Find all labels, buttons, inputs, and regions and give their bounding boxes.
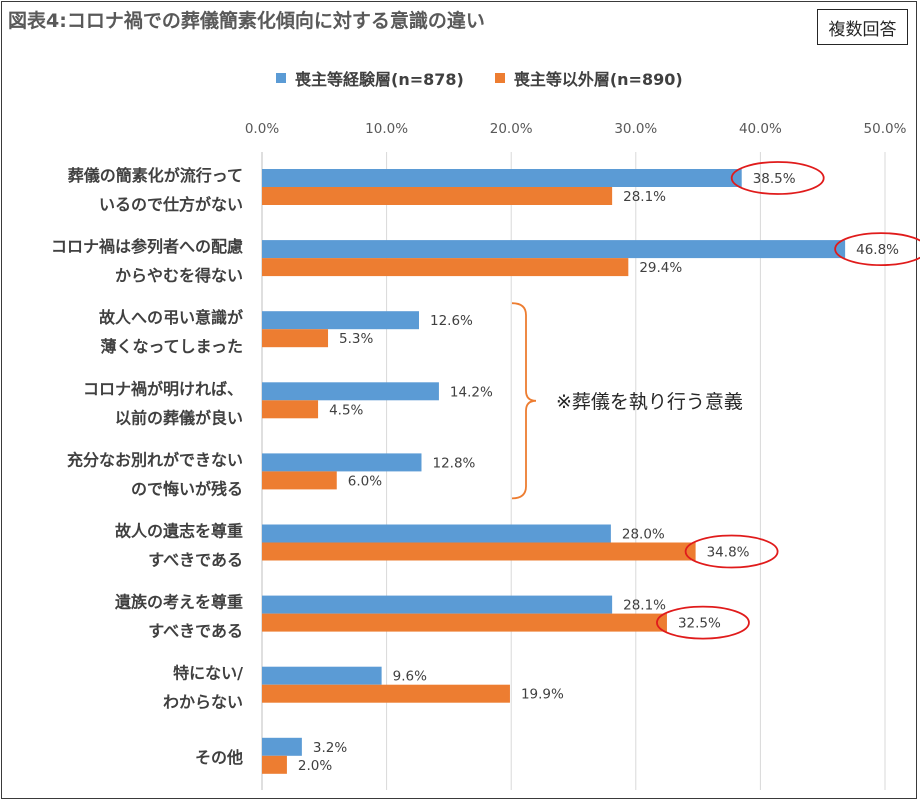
bar-series-2 [262, 400, 319, 419]
legend-item-series-2: 喪主等以外層(n=890) [494, 66, 683, 90]
bar-series-1 [262, 595, 613, 614]
bar-series-1 [262, 169, 742, 187]
data-label: 3.2% [313, 740, 347, 756]
data-label: 19.9% [521, 687, 564, 703]
bar-series-2 [262, 471, 337, 490]
x-tick-label: 40.0% [739, 121, 782, 137]
bar-series-1 [262, 311, 419, 330]
bar-series-2 [262, 684, 510, 703]
bar-series-2 [262, 329, 329, 348]
chart-title: 図表4:コロナ禍での葬儀簡素化傾向に対する意識の違い [8, 10, 485, 32]
bracket-note: ※葬儀を執り行う意義 [556, 391, 743, 413]
data-label: 9.6% [393, 669, 427, 685]
category-label-line: 葬儀の簡素化が流行って [68, 166, 243, 185]
multiple-answer-badge: 複数回答 [817, 9, 908, 45]
x-tick-label: 20.0% [490, 121, 533, 137]
category-label-line: 以前の葬儀が良い [115, 408, 243, 427]
legend-label-series-2: 喪主等以外層(n=890) [513, 70, 683, 89]
legend-label-series-1: 喪主等経験層(n=878) [295, 70, 464, 89]
x-tick-label: 30.0% [614, 121, 657, 137]
data-label: 38.5% [753, 171, 796, 187]
bar-series-2 [262, 613, 667, 632]
data-label: 12.6% [430, 313, 473, 329]
bar-series-1 [262, 240, 846, 259]
category-label-line: 薄くなってしまった [100, 337, 243, 356]
bar-series-2 [262, 187, 613, 205]
bar-series-1 [262, 453, 422, 472]
x-tick-label: 10.0% [365, 121, 408, 137]
legend: 喪主等経験層(n=878) 喪主等以外層(n=890) [276, 64, 714, 92]
data-label: 2.0% [298, 758, 332, 774]
category-label-line: 充分なお別れができない [67, 450, 243, 469]
data-label: 46.8% [856, 242, 899, 258]
legend-swatch-blue [276, 73, 286, 83]
bar-series-1 [262, 382, 439, 401]
data-label: 34.8% [707, 545, 750, 561]
legend-swatch-orange [494, 73, 505, 83]
highlight-ellipse [656, 605, 750, 640]
category-label-line: 遺族の考えを尊重 [115, 593, 243, 612]
category-label-line: 特にない/ [173, 664, 243, 683]
data-label: 28.1% [623, 598, 666, 614]
category-label-line: 故人の遺志を尊重 [115, 522, 243, 541]
category-label-line: コロナ禍が明ければ、 [83, 379, 243, 398]
category-label-line: すべきである [148, 551, 243, 570]
category-label-line: すべきである [148, 622, 243, 641]
bar-series-2 [262, 755, 287, 774]
bar-series-1 [262, 666, 382, 685]
data-label: 29.4% [639, 260, 682, 276]
data-label: 28.1% [623, 189, 666, 205]
bar-series-1 [262, 737, 302, 756]
category-label-line: コロナ禍は参列者への配慮 [51, 237, 243, 256]
data-label: 5.3% [339, 331, 373, 347]
data-label: 32.5% [678, 616, 721, 632]
bar-series-2 [262, 542, 696, 561]
highlight-ellipse [684, 534, 779, 569]
category-label-line: その他 [195, 748, 243, 767]
category-label-line: わからない [163, 693, 243, 712]
highlight-ellipse [730, 161, 825, 195]
data-label: 6.0% [348, 473, 382, 489]
data-label: 12.8% [432, 455, 475, 471]
bar-series-2 [262, 258, 629, 277]
bar-series-1 [262, 524, 611, 543]
category-label-line: からやむを得ない [115, 266, 243, 285]
data-label: 28.0% [622, 527, 665, 543]
x-tick-label: 50.0% [864, 121, 907, 137]
legend-item-series-1: 喪主等経験層(n=878) [276, 66, 464, 90]
highlight-ellipse [834, 232, 920, 266]
x-tick-label: 0.0% [245, 121, 279, 137]
category-label-line: 故人への弔い意識が [99, 308, 243, 327]
category-label-line: いるので仕方がない [99, 195, 243, 214]
data-label: 4.5% [329, 402, 363, 418]
category-label-line: ので悔いが残る [131, 479, 243, 498]
curly-bracket [511, 302, 537, 500]
data-label: 14.2% [450, 384, 493, 400]
